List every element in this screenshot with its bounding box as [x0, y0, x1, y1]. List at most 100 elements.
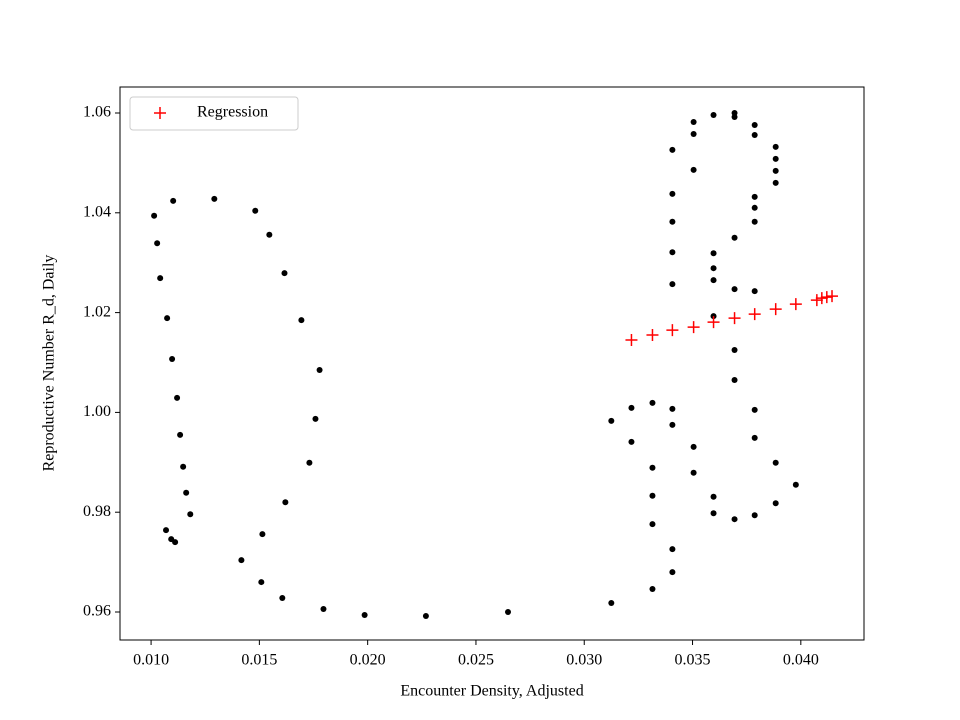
- dot-marker: [731, 234, 738, 241]
- y-tick-label: 0.98: [83, 503, 111, 520]
- dot-marker: [710, 493, 717, 500]
- dot-marker: [252, 207, 259, 214]
- dot-marker: [731, 347, 738, 354]
- dot-marker: [180, 463, 187, 470]
- dot-marker: [151, 212, 158, 219]
- x-tick-label: 0.040: [783, 652, 819, 669]
- plus-marker: [769, 303, 782, 316]
- dot-marker: [772, 155, 779, 162]
- dot-marker: [649, 586, 656, 593]
- dot-marker: [751, 512, 758, 519]
- dot-marker: [710, 277, 717, 284]
- dot-marker: [690, 166, 697, 173]
- dot-marker: [157, 275, 164, 282]
- plus-marker: [820, 291, 833, 304]
- dot-marker: [710, 265, 717, 272]
- plus-marker: [625, 334, 638, 347]
- dot-marker: [710, 111, 717, 118]
- x-tick-label: 0.010: [133, 652, 169, 669]
- dot-marker: [259, 531, 266, 538]
- dot-marker: [751, 434, 758, 441]
- dot-marker: [751, 218, 758, 225]
- dot-marker: [164, 315, 171, 322]
- dot-marker: [772, 179, 779, 186]
- dot-marker: [211, 195, 218, 202]
- y-tick-label: 1.00: [83, 403, 111, 420]
- dot-marker: [172, 539, 179, 546]
- plus-marker: [666, 324, 679, 337]
- dot-marker: [183, 489, 190, 496]
- plus-marker: [728, 312, 741, 325]
- dot-marker: [649, 521, 656, 528]
- dot-marker: [772, 167, 779, 174]
- dot-marker: [669, 281, 676, 288]
- plus-marker: [810, 294, 823, 307]
- dot-marker: [258, 579, 265, 586]
- dot-marker: [649, 492, 656, 499]
- dot-marker: [669, 569, 676, 576]
- dot-marker: [669, 546, 676, 553]
- plus-marker: [748, 308, 761, 321]
- dot-marker: [690, 443, 697, 450]
- plus-marker: [826, 290, 839, 303]
- dot-marker: [649, 399, 656, 406]
- dot-marker: [751, 204, 758, 211]
- dot-marker: [628, 438, 635, 445]
- dot-marker: [751, 288, 758, 295]
- x-tick-label: 0.015: [241, 652, 277, 669]
- dot-marker: [731, 286, 738, 293]
- y-tick-label: 1.04: [83, 203, 111, 220]
- plus-marker: [687, 321, 700, 334]
- dot-marker: [669, 218, 676, 225]
- x-tick-label: 0.030: [566, 652, 602, 669]
- y-axis-label: Reproductive Number R_d, Daily: [41, 255, 58, 472]
- legend-label: Regression: [197, 104, 268, 121]
- dot-marker: [669, 146, 676, 153]
- dot-marker: [710, 510, 717, 517]
- dot-marker: [312, 415, 319, 422]
- legend-box: [129, 96, 299, 131]
- y-tick-label: 1.06: [83, 104, 111, 121]
- dot-marker: [751, 131, 758, 138]
- dot-marker: [320, 606, 327, 613]
- dot-marker: [282, 499, 289, 506]
- plus-marker: [815, 292, 828, 305]
- dot-marker: [669, 249, 676, 256]
- dot-marker: [306, 459, 313, 466]
- dot-marker: [731, 376, 738, 383]
- dot-marker: [751, 406, 758, 413]
- dot-marker: [690, 469, 697, 476]
- dot-marker: [649, 464, 656, 471]
- legend-marker: [154, 107, 166, 119]
- dot-marker: [608, 417, 615, 424]
- x-tick-label: 0.035: [675, 652, 711, 669]
- dot-marker: [361, 611, 368, 618]
- dot-marker: [731, 113, 738, 120]
- dot-marker: [279, 595, 286, 602]
- plus-marker: [646, 329, 659, 342]
- dot-marker: [505, 609, 512, 616]
- dot-marker: [772, 500, 779, 507]
- dot-marker: [669, 421, 676, 428]
- x-axis-label: Encounter Density, Adjusted: [400, 683, 583, 700]
- dot-marker: [422, 612, 429, 619]
- dot-marker: [316, 366, 323, 373]
- plot-frame: [119, 86, 865, 641]
- dot-marker: [792, 481, 799, 488]
- dot-marker: [298, 317, 305, 324]
- dot-marker: [751, 121, 758, 128]
- dot-marker: [266, 231, 273, 238]
- dot-marker: [710, 250, 717, 257]
- dot-marker: [690, 130, 697, 137]
- dot-marker: [772, 459, 779, 466]
- dot-marker: [669, 405, 676, 412]
- dot-marker: [169, 356, 176, 363]
- y-tick-label: 0.96: [83, 603, 111, 620]
- y-tick-label: 1.02: [83, 303, 111, 320]
- dot-marker: [177, 431, 184, 438]
- dot-marker: [170, 197, 177, 204]
- dot-marker: [731, 516, 738, 523]
- dot-marker: [187, 511, 194, 518]
- dot-marker: [772, 143, 779, 150]
